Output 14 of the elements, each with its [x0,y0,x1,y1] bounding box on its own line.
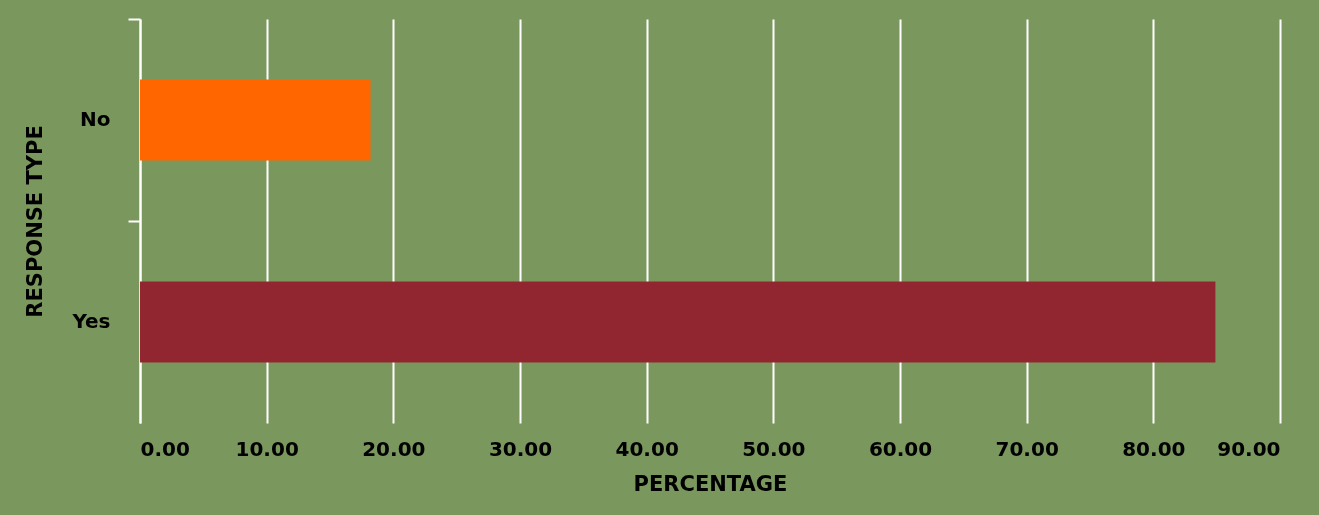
y-tick-label: Yes [71,309,111,333]
x-tick-label: 10.00 [235,436,299,461]
x-tick-label: 0.00 [140,436,190,461]
x-tick-label: 90.00 [1217,436,1281,461]
x-tick-label: 60.00 [868,436,933,461]
x-tick-label: 40.00 [615,436,679,461]
x-tick-label: 70.00 [995,436,1059,461]
y-tick-label: No [80,107,111,131]
x-axis-title: PERCENTAGE [633,471,788,496]
x-tick-label: 20.00 [362,436,426,461]
y-axis-title: RESPONSE TYPE [23,125,48,318]
x-tick-label: 50.00 [742,436,806,461]
x-tick-label: 30.00 [488,436,553,461]
x-tick-label: 80.00 [1122,436,1186,461]
